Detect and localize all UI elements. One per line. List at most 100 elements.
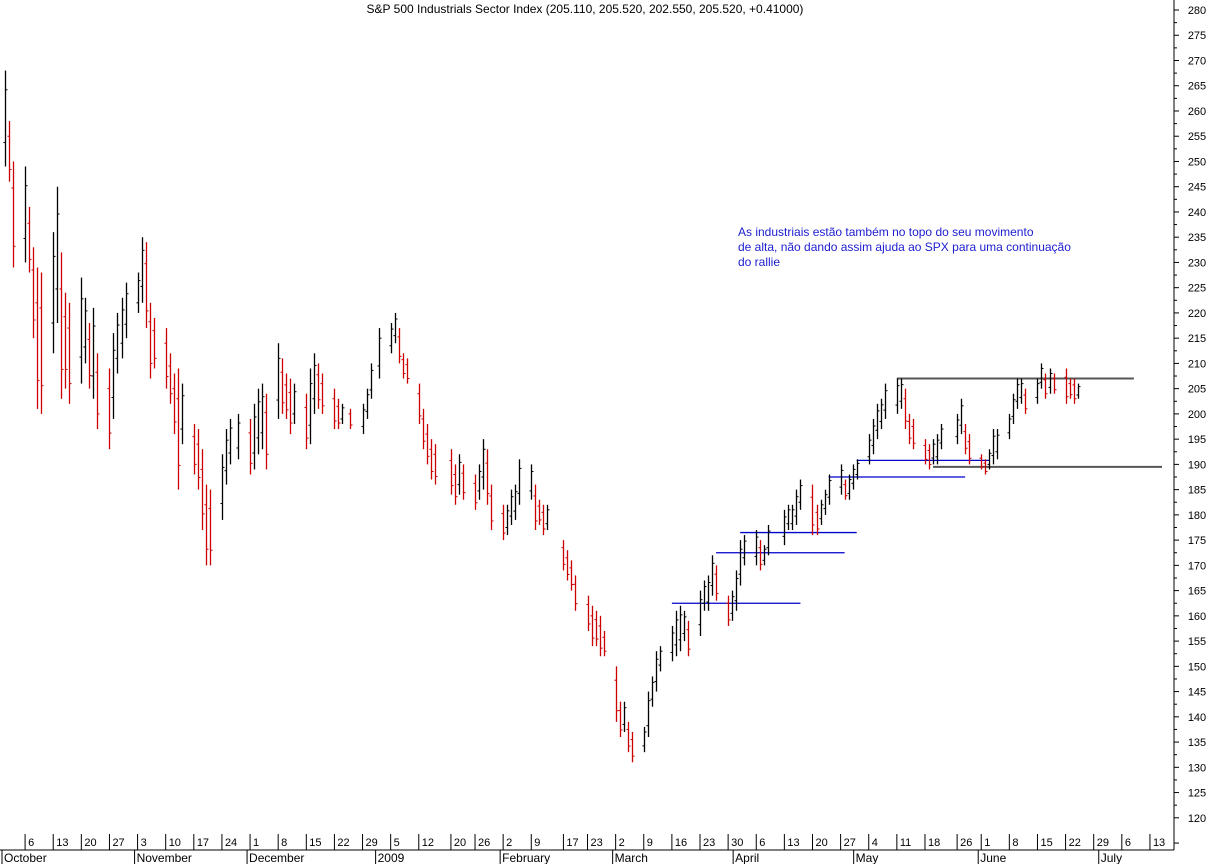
- ohlc-bar: [979, 454, 984, 470]
- x-week-label: 13: [1153, 837, 1165, 849]
- y-tick-label: 195: [1188, 434, 1206, 446]
- ohlc-bar: [336, 398, 341, 430]
- ohlc-bar: [658, 646, 663, 672]
- ohlc-bar: [377, 328, 382, 379]
- ohlc-bar: [762, 545, 767, 566]
- ohlc-bar: [907, 413, 912, 445]
- ohlc-bar: [1039, 363, 1044, 389]
- y-tick-label: 205: [1188, 384, 1206, 396]
- ohlc-bar: [152, 317, 157, 369]
- ohlc-bar: [742, 535, 747, 566]
- ohlc-bar: [124, 282, 129, 339]
- ohlc-bar: [626, 721, 631, 753]
- ohlc-bar: [433, 444, 438, 485]
- x-week-label: 26: [960, 837, 972, 849]
- ohlc-bar: [710, 555, 715, 596]
- y-tick-label: 120: [1188, 813, 1206, 825]
- ohlc-bar: [754, 530, 759, 566]
- x-month-label: November: [137, 851, 192, 864]
- ohlc-bar: [734, 570, 739, 611]
- ohlc-bar: [766, 524, 771, 556]
- y-tick-label: 175: [1188, 535, 1206, 547]
- ohlc-bar: [903, 388, 908, 430]
- ohlc-bar: [794, 489, 799, 525]
- ohlc-bar: [316, 363, 321, 409]
- ohlc-bar: [224, 429, 229, 485]
- ohlc-bar: [304, 393, 309, 450]
- ohlc-bar: [180, 383, 185, 445]
- x-week-label: 2: [506, 837, 512, 849]
- ohlc-bar: [401, 353, 406, 379]
- ohlc-bar: [417, 383, 422, 424]
- x-week-label: 13: [56, 837, 68, 849]
- ohlc-bar: [228, 418, 233, 465]
- y-tick-label: 140: [1188, 712, 1206, 724]
- ohlc-bar: [176, 368, 181, 490]
- x-week-label: 24: [225, 837, 237, 849]
- ohlc-bar: [23, 166, 28, 263]
- ohlc-bar: [449, 449, 454, 495]
- ohlc-bar: [365, 388, 370, 419]
- ohlc-bar: [967, 434, 972, 465]
- ohlc-bar: [847, 474, 852, 500]
- ohlc-bar: [545, 504, 550, 531]
- ohlc-bar: [27, 206, 32, 273]
- x-week-label: 15: [309, 837, 321, 849]
- ohlc-bar: [461, 464, 466, 500]
- y-tick-label: 235: [1188, 232, 1206, 244]
- ohlc-bar: [144, 242, 149, 329]
- y-tick-label: 240: [1188, 207, 1206, 219]
- ohlc-bar: [509, 489, 514, 525]
- ohlc-bar: [192, 423, 197, 475]
- ohlc-bar: [1068, 378, 1073, 399]
- ohlc-bar: [730, 590, 735, 621]
- ohlc-bar: [670, 625, 675, 662]
- ohlc-bar: [405, 358, 410, 384]
- ohlc-bar: [618, 701, 623, 738]
- x-week-label: 12: [422, 837, 434, 849]
- x-week-label: 2: [619, 837, 625, 849]
- ohlc-bar: [810, 484, 815, 536]
- ohlc-bar: [55, 186, 60, 324]
- ohlc-bar: [39, 272, 44, 414]
- ohlc-bar: [758, 540, 763, 571]
- y-tick-label: 215: [1188, 333, 1206, 345]
- ohlc-bar: [111, 333, 116, 419]
- ohlc-bar: [714, 565, 719, 601]
- chart-title: S&P 500 Industrials Sector Index (205.11…: [367, 2, 804, 16]
- ohlc-bar: [168, 353, 173, 404]
- ohlc-bar: [457, 454, 462, 495]
- ohlc-bar: [782, 509, 787, 546]
- ohlc-bar: [815, 504, 820, 536]
- x-week-label: 11: [900, 837, 911, 849]
- ohlc-bar: [1035, 378, 1040, 404]
- y-tick-label: 270: [1188, 55, 1206, 67]
- x-week-label: 3: [141, 837, 147, 849]
- ohlc-bar: [867, 434, 872, 465]
- ohlc-bar: [148, 302, 153, 379]
- ohlc-bar: [911, 418, 916, 450]
- ohlc-bar: [421, 408, 426, 450]
- x-week-label: 23: [703, 837, 715, 849]
- y-tick-label: 220: [1188, 308, 1206, 320]
- ohlc-bar: [1007, 413, 1012, 440]
- ohlc-bar: [590, 605, 595, 647]
- ohlc-bar: [477, 464, 482, 500]
- y-tick-label: 260: [1188, 106, 1206, 118]
- ohlc-bar: [955, 413, 960, 445]
- ohlc-bar: [172, 373, 177, 435]
- x-week-label: 13: [787, 837, 799, 849]
- ohlc-bar: [983, 459, 988, 475]
- ohlc-bar: [843, 479, 848, 500]
- ohlc-bar: [991, 429, 996, 465]
- ohlc-bar: [236, 413, 241, 460]
- ohlc-bar: [819, 499, 824, 525]
- x-week-label: 20: [84, 837, 96, 849]
- ohlc-bar: [308, 368, 313, 445]
- x-month-label: July: [1101, 851, 1122, 864]
- ohlc-bar: [533, 484, 538, 531]
- ohlc-bar: [561, 540, 566, 571]
- ohlc-bar: [529, 464, 534, 500]
- ohlc-bar: [11, 161, 16, 268]
- ohlc-bar: [569, 560, 574, 591]
